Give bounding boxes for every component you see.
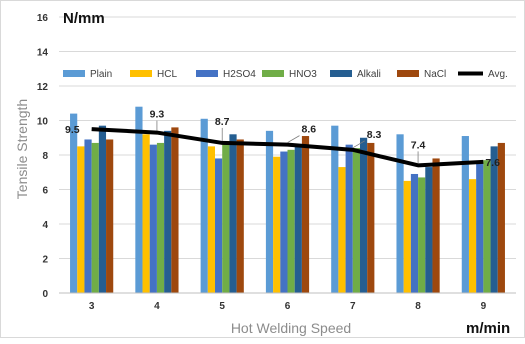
bar-plain <box>396 134 404 293</box>
bar-hno3 <box>91 142 99 293</box>
legend-label-hno3: HNO3 <box>289 69 317 80</box>
y-tick-label: 2 <box>42 255 48 266</box>
data-label: 7.4 <box>411 139 426 151</box>
axes: 0 2 4 6 8 10 12 14 16 3 4 5 6 7 8 9 <box>37 13 516 312</box>
bar-hno3 <box>222 141 230 293</box>
y-tick-label: 14 <box>37 48 49 59</box>
legend-label-avg: Avg. <box>488 69 508 80</box>
data-label: 8.3 <box>367 129 382 141</box>
bar-hcl <box>468 179 477 293</box>
bar-hno3 <box>418 177 426 293</box>
average-line <box>91 127 484 168</box>
bar-hcl <box>207 146 216 293</box>
x-tick-label: 8 <box>415 301 421 312</box>
bar-hno3 <box>287 149 295 293</box>
x-tick-label: 3 <box>89 301 95 312</box>
x-unit-label: m/min <box>466 320 510 337</box>
bar-nacl <box>497 142 505 293</box>
data-label: 8.6 <box>302 124 317 136</box>
bar-hno3 <box>156 142 165 293</box>
bar-plain <box>70 113 78 293</box>
x-tick-label: 5 <box>219 301 225 312</box>
bar-alkali <box>294 146 302 293</box>
bar-nacl <box>301 136 310 293</box>
x-tick-label: 9 <box>481 301 487 312</box>
data-label: 9.3 <box>150 109 165 121</box>
legend-swatch-alkali <box>330 70 352 77</box>
bar-hcl <box>338 167 346 293</box>
y-tick-label: 4 <box>42 220 48 231</box>
bar-plain <box>461 136 469 293</box>
y-tick-label: 16 <box>37 13 49 24</box>
bar-hno3 <box>483 160 491 293</box>
data-label: 9.5 <box>65 124 80 136</box>
bar-hno3 <box>352 148 360 293</box>
bar-h2so4 <box>149 144 157 293</box>
bar-plain <box>265 130 274 293</box>
bar-nacl <box>106 139 114 293</box>
bar-h2so4 <box>476 163 484 293</box>
data-label: 7.6 <box>485 157 500 169</box>
bar-h2so4 <box>215 158 223 293</box>
bar-nacl <box>236 139 244 293</box>
bar-alkali <box>425 167 433 293</box>
x-axis-title: Hot Welding Speed <box>231 320 351 336</box>
bar-alkali <box>164 130 172 293</box>
bar-hcl <box>77 146 85 293</box>
bar-h2so4 <box>345 144 353 293</box>
bar-alkali <box>490 146 498 293</box>
bar-plain <box>331 125 339 293</box>
y-tick-label: 0 <box>42 289 48 300</box>
bar-nacl <box>171 127 179 294</box>
y-tick-label: 12 <box>37 82 49 93</box>
x-tick-label: 4 <box>154 301 160 312</box>
bar-plain <box>200 118 208 294</box>
legend-label-nacl: NaCl <box>424 69 446 80</box>
average-line-group: 9.5 9.3 8.7 8.6 8.3 7.4 7.6 <box>65 109 500 169</box>
legend-label-alkali: Alkali <box>357 69 381 80</box>
legend: Plain HCL H2SO4 HNO3 Alkali NaCl Avg. <box>63 69 508 80</box>
y-axis-title: Tensile Strength <box>14 99 30 199</box>
bar-h2so4 <box>84 139 92 293</box>
bar-alkali <box>98 125 107 293</box>
legend-label-h2so4: H2SO4 <box>223 69 256 80</box>
bar-nacl <box>367 142 375 293</box>
y-tick-label: 6 <box>42 186 48 197</box>
bar-hcl <box>403 180 411 293</box>
legend-label-hcl: HCL <box>157 69 177 80</box>
bar-h2so4 <box>280 151 288 293</box>
data-label-leader <box>352 140 365 149</box>
legend-label-plain: Plain <box>90 69 112 80</box>
legend-swatch-plain <box>63 70 85 77</box>
y-tick-label: 8 <box>42 151 48 162</box>
legend-swatch-nacl <box>397 70 419 77</box>
x-tick-label: 6 <box>285 301 291 312</box>
data-label: 8.7 <box>215 116 230 128</box>
bar-plain <box>135 106 143 293</box>
bar-hcl <box>273 156 281 293</box>
bar-h2so4 <box>410 173 419 293</box>
legend-swatch-hno3 <box>262 70 284 77</box>
x-tick-label: 7 <box>350 301 356 312</box>
data-label-leader <box>287 135 300 143</box>
legend-swatch-hcl <box>130 70 152 77</box>
legend-swatch-h2so4 <box>196 70 218 77</box>
bars <box>70 106 505 294</box>
y-unit-label: N/mm <box>63 10 105 27</box>
bar-alkali <box>359 137 368 293</box>
bar-hcl <box>142 134 150 293</box>
bar-nacl <box>432 158 440 293</box>
bar-alkali <box>229 134 237 293</box>
y-tick-label: 10 <box>37 117 49 128</box>
